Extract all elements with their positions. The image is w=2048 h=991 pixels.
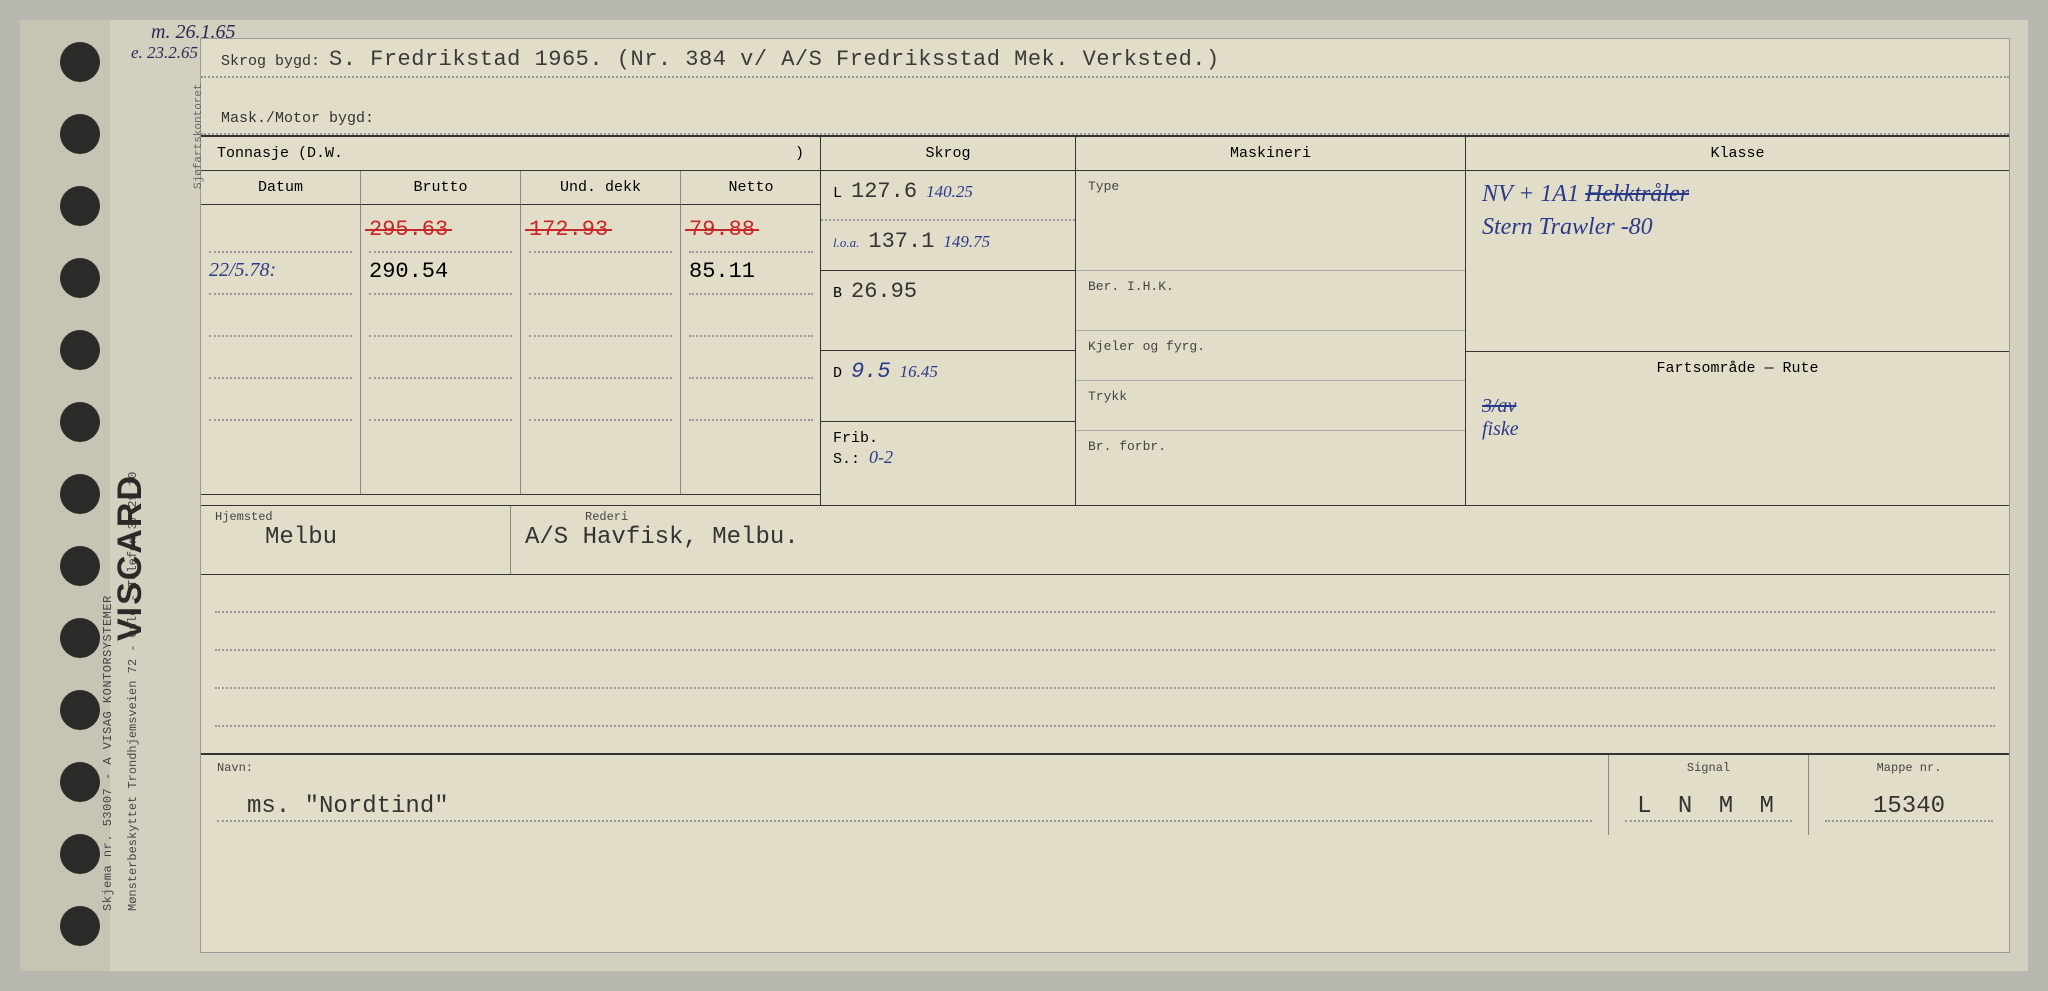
mask-trykk: Trykk bbox=[1076, 381, 1465, 431]
brutto-r2: 290.54 bbox=[369, 253, 512, 295]
brutto-r1: 295.63 bbox=[369, 211, 512, 253]
navn-cell: Navn: ms. "Nordtind" bbox=[201, 755, 1609, 835]
signal-value: L N M M bbox=[1637, 793, 1780, 820]
datum-r2: 22/5.78: bbox=[209, 253, 352, 295]
mask-motor-label: Mask./Motor bygd: bbox=[221, 110, 374, 127]
empty-rows bbox=[201, 575, 2009, 755]
bottom-row: Navn: ms. "Nordtind" Signal L N M M Mapp… bbox=[201, 755, 2009, 835]
frib-label: Frib. bbox=[833, 430, 878, 447]
klasse-line1b: Hekktråler bbox=[1585, 181, 1689, 207]
skrog-D-label: D bbox=[833, 365, 842, 382]
skrog-loa: l.o.a. 137.1 149.75 bbox=[821, 221, 1075, 271]
viscard-logo: VISCARD bbox=[111, 474, 150, 641]
skrog-section: Skrog L 127.6 140.25 l.o.a. 137.1 149.75… bbox=[821, 137, 1076, 505]
klasse-body: NV + 1A1 Hekktråler Stern Trawler -80 bbox=[1466, 171, 2009, 351]
unddekk-r1-val: 172.93 bbox=[529, 217, 608, 242]
mask-br-forbr: Br. forbr. bbox=[1076, 431, 1465, 481]
skrog-loa-hand: 149.75 bbox=[943, 232, 990, 251]
skrog-loa-val: 137.1 bbox=[868, 229, 934, 254]
skrog-D: D 9.5 16.45 bbox=[821, 351, 1075, 421]
mask-type: Type bbox=[1076, 171, 1465, 271]
signal-label: Signal bbox=[1625, 761, 1792, 775]
mappe-value: 15340 bbox=[1873, 793, 1945, 820]
skrog-bygd-row: Skrog bygd: S. Fredrikstad 1965. (Nr. 38… bbox=[201, 39, 2009, 78]
hjemsted-value: Melbu bbox=[215, 524, 337, 551]
binder-holes bbox=[20, 20, 110, 971]
skrog-D-hand: 16.45 bbox=[900, 362, 938, 381]
maskineri-header: Maskineri bbox=[1076, 137, 1465, 171]
skrog-B-label: B bbox=[833, 285, 842, 302]
fart-header: Fartsområde — Rute bbox=[1466, 351, 2009, 385]
fart-body: 3/av fiske bbox=[1466, 385, 2009, 505]
und-dekk-col: 172.93 bbox=[521, 205, 681, 494]
navn-label: Navn: bbox=[217, 761, 1592, 775]
hjemsted-label: Hjemsted bbox=[215, 510, 496, 524]
col-und-dekk: Und. dekk bbox=[521, 171, 681, 205]
signal-cell: Signal L N M M bbox=[1609, 755, 1809, 835]
margin-date-1: m. 26.1.65 bbox=[151, 21, 235, 44]
tonnasje-title: Tonnasje (D.W. bbox=[217, 145, 343, 162]
datum-r1 bbox=[209, 211, 352, 253]
rederi-label: Rederi bbox=[525, 510, 1995, 524]
netto-r1-val: 79.88 bbox=[689, 217, 755, 242]
skrog-L-hand: 140.25 bbox=[926, 182, 973, 201]
skrog-L-label: L bbox=[833, 185, 842, 202]
card-body: m. 26.1.65 e. 23.2.65 Sjøfartskontoret S… bbox=[200, 38, 2010, 953]
klasse-section: Klasse NV + 1A1 Hekktråler Stern Trawler… bbox=[1466, 137, 2009, 505]
tonnasje-header: Tonnasje (D.W. ) bbox=[201, 137, 820, 171]
tonnasje-title-close: ) bbox=[795, 145, 804, 162]
skrog-B-val: 26.95 bbox=[851, 279, 917, 304]
klasse-line1a: NV + 1A1 bbox=[1482, 181, 1579, 207]
skrog-D-val: 9.5 bbox=[851, 359, 891, 384]
tonnasje-data: 22/5.78: 295.63 290.54 172.93 bbox=[201, 205, 820, 495]
maskineri-rows: Type Ber. I.H.K. Kjeler og fyrg. Trykk B… bbox=[1076, 171, 1465, 481]
skrog-header: Skrog bbox=[821, 137, 1075, 171]
sjofartskontoret-label: Sjøfartskontoret bbox=[193, 83, 205, 189]
hjemsted-row: Hjemsted Melbu Rederi A/S Havfisk, Melbu… bbox=[201, 505, 2009, 575]
index-card: Skjema nr. 53007 - A VISAG KONTORSYSTEME… bbox=[20, 20, 2028, 971]
maskineri-section: Maskineri Type Ber. I.H.K. Kjeler og fyr… bbox=[1076, 137, 1466, 505]
skrog-bygd-label: Skrog bygd: bbox=[221, 53, 320, 70]
skrog-L-val: 127.6 bbox=[851, 179, 917, 204]
skrog-B: B 26.95 bbox=[821, 271, 1075, 351]
mappe-cell: Mappe nr. 15340 bbox=[1809, 755, 2009, 835]
tonnasje-column-headers: Datum Brutto Und. dekk Netto bbox=[201, 171, 820, 205]
margin-date-2: e. 23.2.65 bbox=[131, 43, 198, 63]
unddekk-r2 bbox=[529, 253, 672, 295]
klasse-line1: NV + 1A1 Hekktråler bbox=[1482, 181, 1993, 208]
klasse-line2: Stern Trawler -80 bbox=[1482, 214, 1993, 241]
main-grid: Tonnasje (D.W. ) Datum Brutto Und. dekk … bbox=[201, 135, 2009, 505]
col-datum: Datum bbox=[201, 171, 361, 205]
brutto-col: 295.63 290.54 bbox=[361, 205, 521, 494]
col-netto: Netto bbox=[681, 171, 821, 205]
fart-line2: fiske bbox=[1482, 418, 1993, 441]
mask-kjeler: Kjeler og fyrg. bbox=[1076, 331, 1465, 381]
fart-line1: 3/av bbox=[1482, 395, 1993, 418]
mask-ber-ihk: Ber. I.H.K. bbox=[1076, 271, 1465, 331]
netto-col: 79.88 85.11 bbox=[681, 205, 821, 494]
mask-motor-row: Mask./Motor bygd: bbox=[201, 96, 2009, 135]
mappe-label: Mappe nr. bbox=[1825, 761, 1993, 775]
netto-r2: 85.11 bbox=[689, 253, 813, 295]
netto-r1: 79.88 bbox=[689, 211, 813, 253]
brutto-r1-val: 295.63 bbox=[369, 217, 448, 242]
rederi-cell: Rederi A/S Havfisk, Melbu. bbox=[511, 506, 2009, 574]
datum-col: 22/5.78: bbox=[201, 205, 361, 494]
tonnasje-section: Tonnasje (D.W. ) Datum Brutto Und. dekk … bbox=[201, 137, 821, 505]
skrog-loa-label: l.o.a. bbox=[833, 235, 859, 250]
frib-s-label: S.: bbox=[833, 451, 860, 468]
skrog-L: L 127.6 140.25 bbox=[821, 171, 1075, 221]
skrog-frib: Frib. S.: 0-2 bbox=[821, 421, 1075, 476]
rederi-value: A/S Havfisk, Melbu. bbox=[525, 524, 799, 551]
klasse-header: Klasse bbox=[1466, 137, 2009, 171]
hjemsted-cell: Hjemsted Melbu bbox=[201, 506, 511, 574]
unddekk-r1: 172.93 bbox=[529, 211, 672, 253]
frib-val: 0-2 bbox=[869, 447, 893, 467]
skrog-bygd-value: S. Fredrikstad 1965. (Nr. 384 v/ A/S Fre… bbox=[329, 47, 1220, 72]
navn-value: ms. "Nordtind" bbox=[217, 793, 449, 820]
skrog-rows: L 127.6 140.25 l.o.a. 137.1 149.75 B 26.… bbox=[821, 171, 1075, 476]
col-brutto: Brutto bbox=[361, 171, 521, 205]
